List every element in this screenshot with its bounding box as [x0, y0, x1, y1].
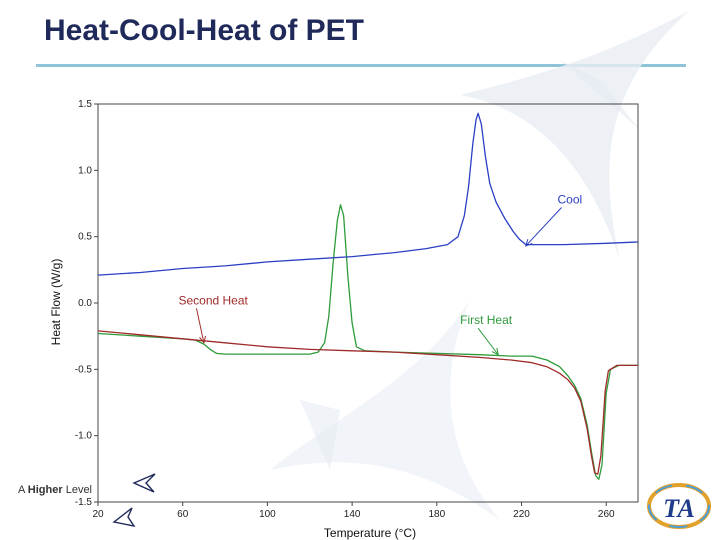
ta-logo-icon: TA: [647, 483, 711, 529]
series-second-heat-line: [97, 330, 638, 475]
series-first-heat-line: [97, 204, 638, 481]
y-axis-title: Heat Flow (W/g): [49, 259, 63, 346]
annotation-cool-arrow: [525, 207, 562, 247]
x-axis-title: Temperature (°C): [324, 526, 416, 540]
footer-tagline-suffix: Level: [65, 484, 92, 496]
x-tick-label: 260: [598, 509, 615, 520]
footer-tagline-prefix: A: [18, 484, 25, 496]
annotation-cool-arrowhead: [524, 239, 533, 247]
y-tick-label: 0.0: [78, 298, 92, 309]
x-tick-label: 60: [177, 509, 189, 520]
annotation-second-heat-arrowhead: [199, 335, 207, 344]
x-tick-label: 220: [513, 509, 530, 520]
y-tick-label: -0.5: [75, 364, 93, 375]
slide-title: Heat-Cool-Heat of PET: [44, 14, 365, 47]
annotation-second-heat-label: Second Heat: [178, 293, 248, 307]
series-cool-line: [97, 112, 639, 276]
annotation-second-heat-arrow: [195, 308, 205, 343]
annotation-first-heat-arrowhead: [491, 347, 499, 356]
x-tick-label: 100: [259, 509, 276, 520]
title-divider: [36, 64, 686, 67]
y-tick-label: -1.5: [75, 497, 93, 508]
footer-tagline-bold: Higher: [27, 484, 63, 496]
x-tick-label: 20: [92, 509, 104, 520]
annotation-cool-label: Cool: [558, 193, 583, 207]
annotation-first-heat-arrow: [477, 327, 499, 356]
decorative-arrow-icon: [112, 473, 156, 528]
logo-text: TA: [663, 494, 695, 523]
y-tick-label: -1.0: [75, 431, 93, 442]
annotation-first-heat-label: First Heat: [460, 313, 513, 327]
y-tick-label: 1.5: [78, 99, 92, 110]
x-tick-label: 180: [428, 509, 445, 520]
y-tick-label: 0.5: [78, 232, 92, 243]
footer-tagline: A Higher Level: [18, 484, 92, 496]
y-tick-label: 1.0: [78, 165, 92, 176]
x-tick-label: 140: [344, 509, 361, 520]
